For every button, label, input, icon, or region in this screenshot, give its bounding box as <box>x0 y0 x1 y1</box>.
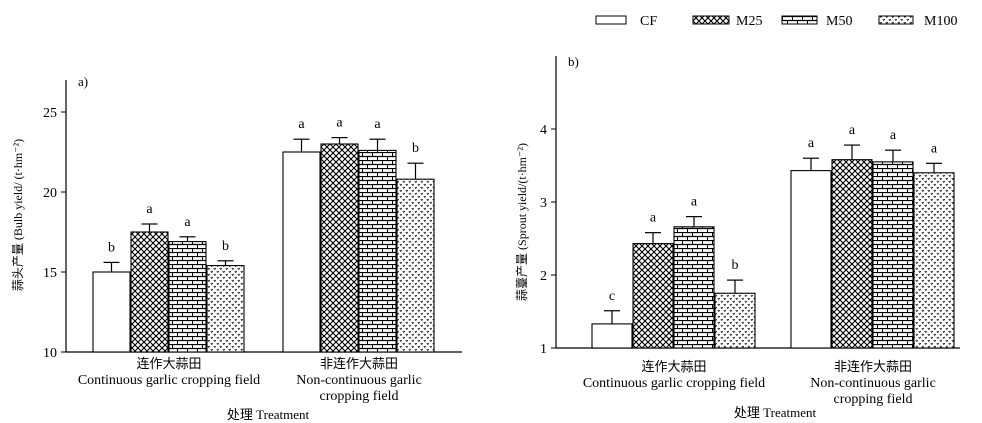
panel-label: a) <box>78 74 88 89</box>
significance-letter: b <box>108 240 115 255</box>
y-tick-label: 1 <box>540 342 547 357</box>
legend-item-cf: CF <box>595 14 657 29</box>
significance-letter: a <box>184 215 191 230</box>
bar-m25-1 <box>831 159 873 349</box>
legend-swatch-m50 <box>781 15 818 25</box>
significance-letter: a <box>849 123 856 138</box>
legend-item-m100: M100 <box>878 14 957 29</box>
category-label-en: Continuous garlic cropping field <box>78 373 260 388</box>
significance-letter: a <box>146 202 153 217</box>
x-axis-label: 处理 Treatment <box>227 407 310 422</box>
legend-swatch-m100 <box>878 15 914 25</box>
category-label-cn: 连作大蒜田 <box>136 356 201 371</box>
bar-m25-1 <box>320 143 359 353</box>
bar-m100-0 <box>206 265 245 353</box>
bar-cf-1 <box>790 170 832 349</box>
legend-item-m50: M50 <box>781 14 852 29</box>
legend-swatch-cf <box>595 15 627 25</box>
y-axis-label: 蒜头产量 (Bulb yield/ (t·hm⁻²) <box>11 139 25 291</box>
legend-label-m50: M50 <box>826 14 852 29</box>
x-axis-label: 处理 Treatment <box>734 405 817 420</box>
significance-letter: a <box>691 195 698 210</box>
category-label-cn: 连作大蒜田 <box>641 359 706 374</box>
category-label-en: cropping field <box>320 389 399 404</box>
y-axis-label: 蒜薹产量 (Sprout yield/(t·hm⁻²) <box>514 143 529 301</box>
significance-letter: b <box>412 141 419 156</box>
significance-letter: a <box>374 117 381 132</box>
significance-letter: a <box>890 128 897 143</box>
bar-cf-1 <box>282 151 321 353</box>
significance-letter: a <box>336 116 343 131</box>
bar-m50-1 <box>358 149 397 353</box>
y-tick-label: 10 <box>43 346 57 361</box>
bar-m100-1 <box>913 172 955 349</box>
category-label-cn: 非连作大蒜田 <box>834 359 912 374</box>
y-tick-label: 25 <box>43 106 57 121</box>
category-label-en: Continuous garlic cropping field <box>583 376 765 391</box>
bar-cf-0 <box>591 323 633 349</box>
bar-m50-1 <box>872 161 914 349</box>
significance-letter: a <box>931 141 938 156</box>
bar-m50-0 <box>673 226 715 349</box>
bar-m25-0 <box>632 243 674 349</box>
significance-letter: c <box>609 289 615 304</box>
bar-cf-0 <box>92 271 131 353</box>
chart-panel-a: 10 15 20 25 a) 蒜头产量 (Bulb yield/ (t·hm⁻²) b a a b… <box>11 74 462 422</box>
panel-label: b) <box>568 54 579 69</box>
bar-m25-0 <box>130 231 169 353</box>
category-label-cn: 非连作大蒜田 <box>320 356 398 371</box>
category-label-en: Non-continuous garlic <box>296 373 422 388</box>
category-label-en: cropping field <box>834 392 913 407</box>
category-label-en: Non-continuous garlic <box>810 376 936 391</box>
y-tick-label: 4 <box>540 123 547 138</box>
significance-letter: b <box>222 239 229 254</box>
significance-letter: a <box>650 211 657 226</box>
y-tick-label: 3 <box>540 196 547 211</box>
y-tick-label: 2 <box>540 269 547 284</box>
significance-letter: a <box>808 136 815 151</box>
significance-letter: a <box>298 117 305 132</box>
bar-m50-0 <box>168 241 207 353</box>
legend-label-m25: M25 <box>736 14 762 29</box>
legend-item-m25: M25 <box>692 14 762 29</box>
legend-swatch-m25 <box>692 15 730 25</box>
y-tick-label: 20 <box>43 186 57 201</box>
legend-label-cf: CF <box>640 14 657 29</box>
legend: CF M25 M50 M100 <box>595 14 957 29</box>
significance-letter: b <box>732 258 739 273</box>
bar-m100-0 <box>714 292 756 349</box>
legend-label-m100: M100 <box>924 14 957 29</box>
y-tick-label: 15 <box>43 266 57 281</box>
bar-m100-1 <box>396 178 435 353</box>
chart-panel-b: 1 2 3 4 b) 蒜薹产量 (Sprout yield/(t·hm⁻²) c a a b 连作大… <box>514 54 960 420</box>
